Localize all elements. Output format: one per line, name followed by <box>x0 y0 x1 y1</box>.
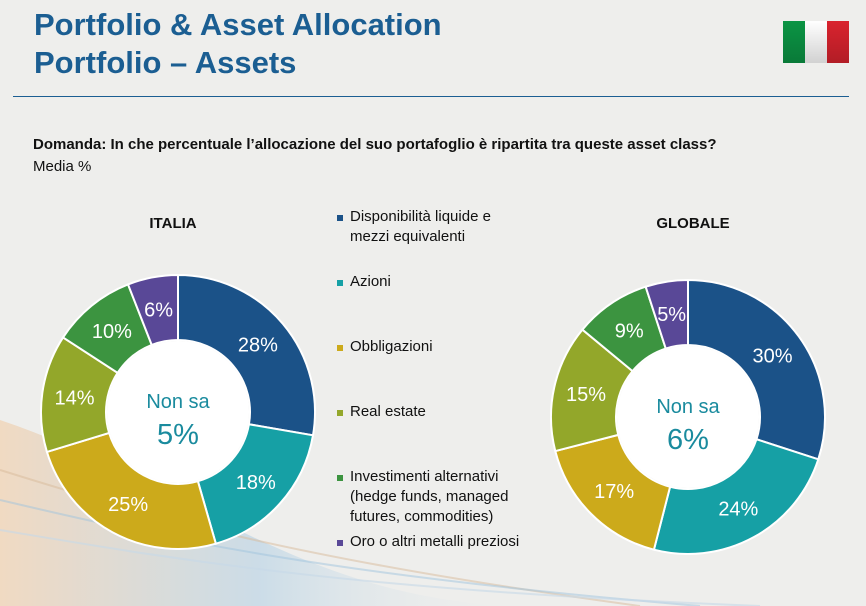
legend-label: Azioni <box>350 273 391 290</box>
page-title: Portfolio & Asset Allocation Portfolio –… <box>34 6 442 82</box>
donut-slice <box>687 279 826 461</box>
italian-flag-icon <box>783 21 849 63</box>
legend-swatch <box>337 475 343 481</box>
slice-label: 17% <box>594 481 634 503</box>
slice-label: 18% <box>236 472 276 494</box>
center-value: 5% <box>157 419 199 451</box>
slice-label: 10% <box>92 321 132 343</box>
legend-item: Azioni <box>337 272 527 292</box>
survey-subquestion: Media % <box>33 158 92 175</box>
legend-label: Investimenti alternativi (hedge funds, m… <box>350 468 509 525</box>
donut-slice <box>652 437 820 555</box>
donut-chart-globale: 30% 24% 17% 15% 9% 5% Non sa 6% <box>550 279 826 555</box>
slice-label: 24% <box>718 499 758 521</box>
donut-chart-italia: 28% 18% 25% 14% 10% 6% Non sa 5% <box>40 274 316 550</box>
center-value: 6% <box>667 424 709 456</box>
slice-label: 25% <box>108 494 148 516</box>
legend-swatch <box>337 540 343 546</box>
slice-label: 5% <box>657 304 686 326</box>
donut-slice <box>554 433 672 551</box>
slice-label: 6% <box>144 299 173 321</box>
legend-swatch <box>337 410 343 416</box>
slice-label: 14% <box>55 387 95 409</box>
donut-hole <box>617 346 759 488</box>
slice-label: 30% <box>753 346 793 368</box>
center-label: Non sa <box>146 391 210 413</box>
legend-item: Oro o altri metalli preziosi <box>337 532 547 552</box>
legend-swatch <box>337 345 343 351</box>
slice-label: 28% <box>238 335 278 357</box>
donut-slice <box>126 274 179 347</box>
legend-item: Investimenti alternativi (hedge funds, m… <box>337 467 547 527</box>
survey-question: Domanda: In che percentuale l’allocazion… <box>33 136 717 153</box>
donut-hole <box>107 341 249 483</box>
chart-title-globale: GLOBALE <box>656 215 730 232</box>
donut-slice <box>177 274 316 437</box>
legend-swatch <box>337 215 343 221</box>
donut-slice <box>644 279 689 350</box>
legend-label: Disponibilità liquide e mezzi equivalent… <box>350 208 491 245</box>
chart-title-italia: ITALIA <box>149 215 197 232</box>
slice-label: 15% <box>566 384 606 406</box>
center-label: Non sa <box>656 396 720 418</box>
legend-label: Real estate <box>350 403 426 420</box>
legend-item: Obbligazioni <box>337 337 527 357</box>
legend-label: Obbligazioni <box>350 338 433 355</box>
slice-label: 9% <box>615 321 644 343</box>
donut-slice <box>45 431 218 550</box>
page-title-line1: Portfolio & Asset Allocation <box>34 7 442 42</box>
legend-item: Disponibilità liquide e mezzi equivalent… <box>337 207 527 247</box>
legend-label: Oro o altri metalli preziosi <box>350 533 520 550</box>
page-title-line2: Portfolio – Assets <box>34 45 297 80</box>
legend-item: Real estate <box>337 402 527 422</box>
legend-swatch <box>337 280 343 286</box>
header-divider <box>13 96 849 97</box>
